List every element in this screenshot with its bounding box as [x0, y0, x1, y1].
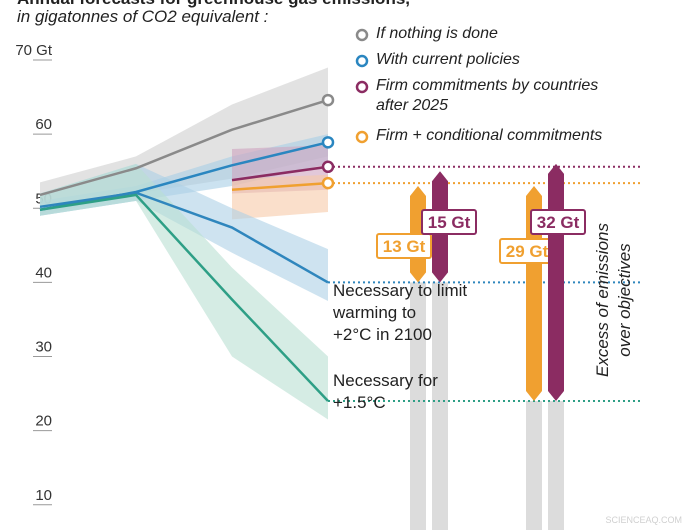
legend-marker [355, 130, 369, 144]
legend-marker [355, 80, 369, 94]
gap-stripe [548, 401, 564, 530]
gap-label: 32 Gt [537, 213, 580, 232]
end-marker [321, 176, 335, 190]
gap-label: 15 Gt [428, 213, 471, 232]
legend-entry: If nothing is done [376, 25, 498, 42]
gap-stripe [410, 282, 426, 530]
chart-subtitle: in gigatonnes of CO2 equivalent : [17, 7, 269, 26]
y-tick-label: 40 [35, 264, 52, 281]
gap-label: 29 Gt [506, 242, 549, 261]
legend-marker [355, 54, 369, 68]
end-marker [321, 160, 335, 174]
series-line [231, 181, 329, 192]
y-tick-label: 60 [35, 116, 52, 133]
series-line [39, 193, 329, 402]
chart-title: Annual forecasts for greenhouse gas emis… [17, 0, 410, 8]
annotation-line: Necessary for [333, 371, 438, 390]
gap-label-box [421, 209, 477, 235]
gap-label-box [376, 233, 432, 259]
side-label: Excess of emissions [593, 223, 612, 377]
range-band [232, 174, 328, 220]
y-tick-label: 70 Gt [15, 42, 53, 59]
end-marker [321, 93, 335, 107]
series-line [39, 98, 329, 197]
legend-entry: Firm commitments by countries after 2025 [376, 77, 599, 114]
legend-entry: With current policies [376, 51, 520, 68]
watermark: SCIENCEAQ.COM [605, 515, 682, 525]
series-line [39, 191, 329, 284]
side-label: over objectives [615, 243, 634, 357]
y-tick-label: 10 [35, 487, 52, 504]
range-band [40, 163, 328, 420]
annotation-line: warming to [332, 303, 416, 322]
annotation-line: +2°C in 2100 [333, 325, 432, 344]
legend-entry: Firm + conditional commitments [376, 127, 603, 144]
y-tick-label: 30 [35, 339, 52, 356]
gap-stripe [526, 401, 542, 530]
end-marker [321, 136, 335, 149]
series-line [231, 165, 329, 182]
annotation-line: +1.5°C [333, 393, 386, 412]
legend-marker [355, 28, 369, 42]
gap-label-box [530, 209, 586, 235]
gap-stripe [432, 282, 448, 530]
gap-label: 13 Gt [383, 237, 426, 256]
annotation-line: Necessary to limit [333, 281, 467, 300]
gap-arrow [548, 163, 564, 402]
y-tick-label: 20 [35, 413, 52, 430]
